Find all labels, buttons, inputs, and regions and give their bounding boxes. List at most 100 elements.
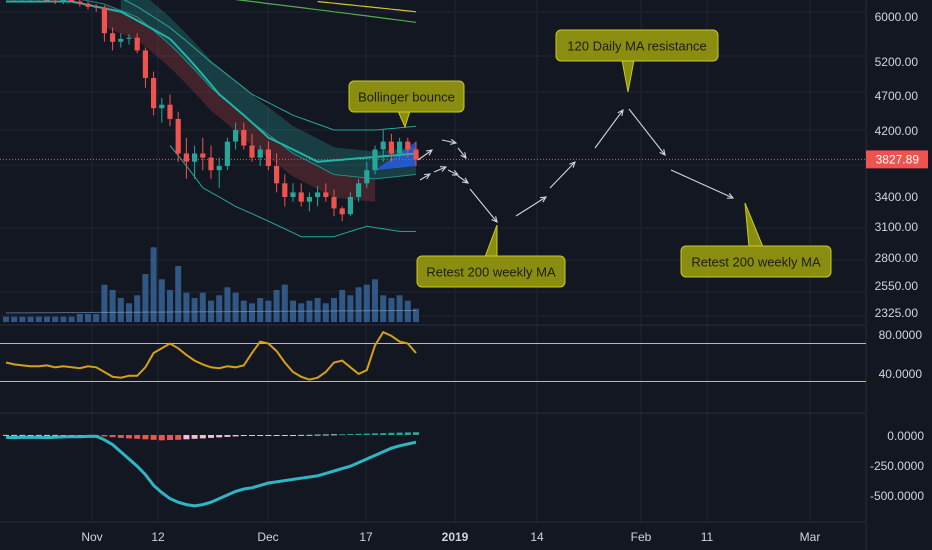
macd-histogram-bar: [290, 435, 296, 436]
ma-green-line: [234, 0, 417, 23]
volume-bar: [150, 247, 157, 322]
macd-histogram-bar: [355, 433, 362, 435]
macd-histogram-bar: [52, 434, 59, 436]
volume-bar: [109, 290, 116, 322]
macd-histogram-bar: [199, 435, 206, 439]
candle-body: [77, 1, 83, 4]
macd-histogram-bar: [240, 435, 247, 436]
time-axis[interactable]: Nov 12 Dec 17 2019 14 Feb 11 Mar: [81, 530, 820, 544]
volume-bar: [257, 298, 264, 322]
price-tick-label: 4700.00: [875, 89, 919, 103]
macd-histogram-bar: [35, 434, 42, 436]
volume-bar: [396, 295, 403, 322]
arrow-head: [460, 152, 467, 159]
time-tick-label: Feb: [631, 530, 652, 544]
macd-histogram-bar: [142, 435, 149, 440]
candlesticks: [13, 0, 419, 222]
candle-body: [241, 130, 247, 146]
macd-histogram-bar: [331, 434, 337, 436]
candle-body: [290, 192, 296, 197]
volume-bar: [183, 292, 190, 322]
candle-body: [159, 104, 165, 109]
candle-body: [85, 3, 91, 7]
ma-yellow-line: [317, 0, 417, 13]
projection-arrows: [417, 108, 735, 223]
candle-body: [60, 0, 66, 2]
callout: Bollinger bounce: [348, 80, 465, 129]
volume-bar: [175, 266, 182, 322]
candle-body: [405, 141, 411, 150]
candle-body: [44, 0, 50, 1]
arrow-head: [450, 138, 458, 145]
arrow-head: [462, 177, 470, 184]
volume-bar: [380, 295, 387, 322]
candle-body: [101, 7, 107, 34]
candle-body: [388, 141, 394, 154]
macd-histogram-bar: [363, 433, 370, 435]
volume-bar: [281, 284, 288, 322]
volume-bar: [355, 287, 362, 322]
volume-bar: [372, 279, 378, 322]
rsi-pane: [0, 330, 866, 382]
macd-histogram-bar: [150, 435, 157, 440]
time-tick-label: Dec: [257, 530, 278, 544]
arrow-head: [539, 196, 548, 203]
moving-averages: [6, 0, 417, 163]
arrow: [457, 175, 469, 184]
volume-bar: [11, 316, 18, 322]
volume-bar: [363, 284, 370, 322]
candle-body: [118, 38, 124, 42]
candle-body: [249, 145, 255, 158]
arrow: [441, 139, 457, 144]
macd-histogram-bar: [134, 435, 141, 439]
candle-body: [282, 183, 288, 197]
macd-histogram-bar: [208, 435, 214, 438]
macd-tick-label: 0.0000: [887, 429, 924, 443]
time-tick-label: Nov: [81, 530, 102, 544]
bollinger-bands: [81, 0, 417, 238]
bb-green-fill: [120, 0, 416, 179]
price-tick-label: 6000.00: [875, 10, 919, 24]
candle-body: [347, 197, 353, 215]
macd-histogram-bar: [388, 432, 395, 435]
callout-text: 120 Daily MA resistance: [567, 39, 706, 54]
candle-body: [175, 118, 181, 154]
macd-histogram-bar: [175, 435, 182, 440]
candle-body: [167, 104, 173, 119]
callout: Retest 200 weekly MA: [416, 224, 566, 288]
callout: 120 Daily MA resistance: [555, 29, 719, 93]
bb-lower-line: [169, 145, 416, 238]
current-price-tag: [866, 150, 928, 169]
macd-histogram-bar: [117, 435, 124, 438]
callout-text: Retest 200 weekly MA: [691, 255, 821, 270]
arrow-head: [659, 148, 666, 156]
price-tick-label: 4200.00: [875, 124, 919, 138]
price-tick-label: 2325.00: [875, 306, 919, 320]
arrow: [670, 169, 734, 199]
volume-bar: [19, 316, 26, 322]
volume-bar: [93, 314, 100, 322]
arrow-head: [426, 149, 434, 156]
rsi-line: [5, 330, 417, 381]
macd-histogram-bar: [380, 433, 387, 435]
candle-body: [306, 197, 312, 202]
arrow: [417, 149, 433, 161]
time-tick-label: 12: [151, 530, 165, 544]
volume-bar: [134, 295, 141, 322]
candle-body: [339, 208, 345, 215]
price-tick-label: 3400.00: [875, 190, 919, 204]
arrow-head: [451, 169, 460, 176]
price-tick-label: 2550.00: [875, 279, 919, 293]
rsi-tick-label: 40.0000: [879, 367, 923, 381]
candle-body: [257, 149, 263, 158]
volume-bar: [158, 279, 165, 322]
time-tick-label: Mar: [800, 530, 821, 544]
arrow: [447, 169, 459, 176]
volume-bar: [44, 316, 50, 322]
price-axis[interactable]: 6000.00 5200.00 4700.00 4200.00 3400.00 3100.…: [866, 10, 928, 503]
macd-histogram-bar: [339, 434, 346, 436]
price-tick-label: 3100.00: [875, 220, 919, 234]
volume-bar: [249, 303, 255, 322]
volume-bar: [339, 290, 346, 322]
